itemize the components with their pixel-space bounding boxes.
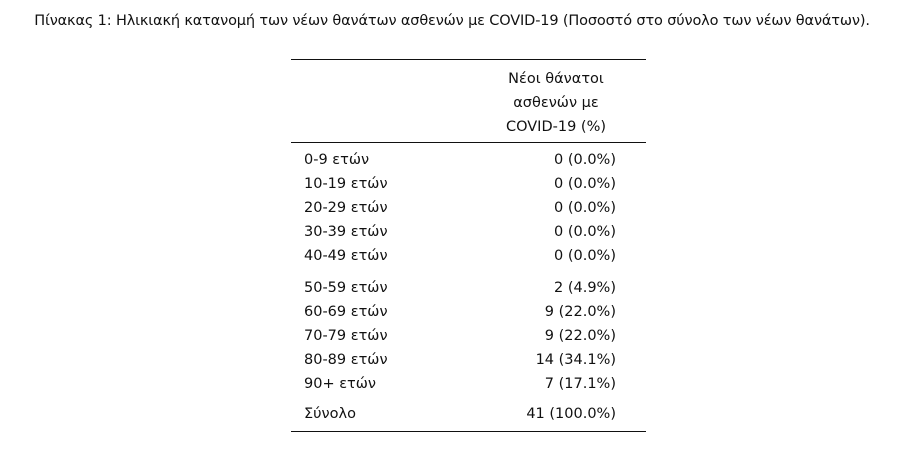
deaths-column-header: Νέοι θάνατοι ασθενών με COVID-19 (%) <box>491 67 621 139</box>
table-row: 0-9 ετών 0 (0.0%) <box>291 148 646 172</box>
table-row: 80-89 ετών 14 (34.1%) <box>291 348 646 372</box>
age-label: 70-79 ετών <box>304 328 388 344</box>
table-row: 40-49 ετών 0 (0.0%) <box>291 244 646 268</box>
total-label: Σύνολο <box>304 406 356 422</box>
age-label: 80-89 ετών <box>304 352 388 368</box>
deaths-value: 7 (17.1%) <box>544 376 616 392</box>
age-distribution-table: Νέοι θάνατοι ασθενών με COVID-19 (%) 0-9… <box>291 59 646 432</box>
deaths-value: 14 (34.1%) <box>535 352 616 368</box>
deaths-value: 2 (4.9%) <box>554 280 616 296</box>
age-label: 30-39 ετών <box>304 224 388 240</box>
deaths-value: 0 (0.0%) <box>554 200 616 216</box>
total-value: 41 (100.0%) <box>526 406 616 422</box>
header-line: ασθενών με <box>513 95 599 111</box>
deaths-value: 0 (0.0%) <box>554 152 616 168</box>
table-row: 70-79 ετών 9 (22.0%) <box>291 324 646 348</box>
table-row: 50-59 ετών 2 (4.9%) <box>291 276 646 300</box>
table-row: 60-69 ετών 9 (22.0%) <box>291 300 646 324</box>
deaths-value: 9 (22.0%) <box>544 304 616 320</box>
table-body: 0-9 ετών 0 (0.0%) 10-19 ετών 0 (0.0%) 20… <box>291 143 646 431</box>
table-row: 30-39 ετών 0 (0.0%) <box>291 220 646 244</box>
age-label: 50-59 ετών <box>304 280 388 296</box>
table-top-rule <box>291 59 646 60</box>
deaths-value: 0 (0.0%) <box>554 176 616 192</box>
age-label: 90+ ετών <box>304 376 377 392</box>
total-row: Σύνολο 41 (100.0%) <box>291 402 646 426</box>
age-label: 60-69 ετών <box>304 304 388 320</box>
table-row: 90+ ετών 7 (17.1%) <box>291 372 646 396</box>
table-header-rule <box>291 142 646 143</box>
table-header: Νέοι θάνατοι ασθενών με COVID-19 (%) <box>291 60 646 142</box>
header-line: COVID-19 (%) <box>505 119 607 135</box>
deaths-value: 0 (0.0%) <box>554 224 616 240</box>
age-label: 40-49 ετών <box>304 248 388 264</box>
age-label: 0-9 ετών <box>304 152 370 168</box>
table-bottom-rule <box>291 431 646 432</box>
age-label: 10-19 ετών <box>304 176 388 192</box>
table-row: 20-29 ετών 0 (0.0%) <box>291 196 646 220</box>
deaths-value: 9 (22.0%) <box>544 328 616 344</box>
table-caption: Πίνακας 1: Ηλικιακή κατανομή των νέων θα… <box>34 13 870 29</box>
age-label: 20-29 ετών <box>304 200 388 216</box>
table-row: 10-19 ετών 0 (0.0%) <box>291 172 646 196</box>
header-line: Νέοι θάνατοι <box>508 71 604 87</box>
deaths-value: 0 (0.0%) <box>554 248 616 264</box>
